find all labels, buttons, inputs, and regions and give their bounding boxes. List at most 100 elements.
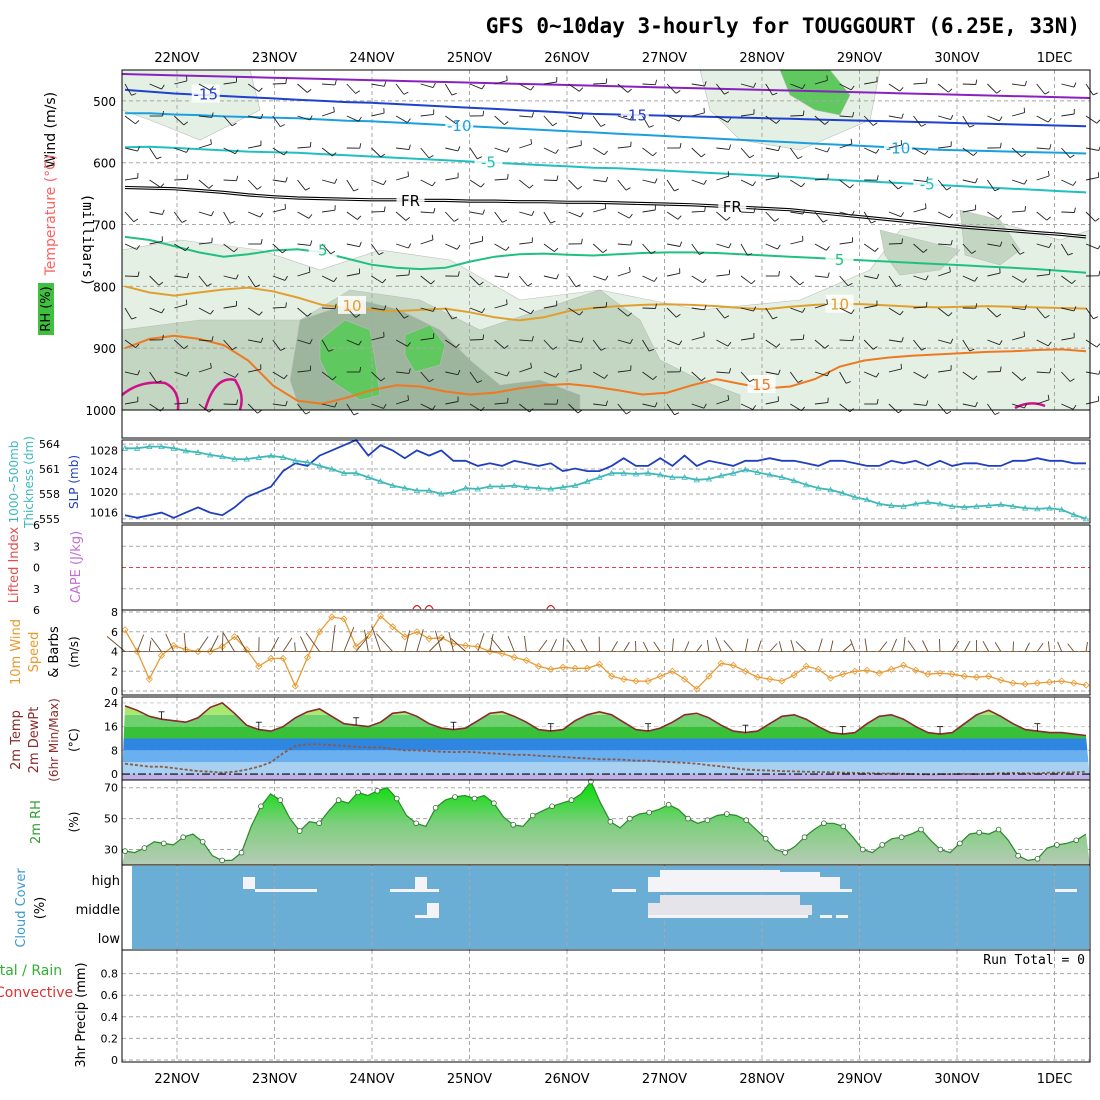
wind-barb-feather bbox=[477, 380, 483, 384]
wind-barb bbox=[593, 306, 607, 309]
slp-tick-label: 1028 bbox=[90, 444, 118, 457]
wind-barb-feather bbox=[405, 217, 410, 221]
wind-barb bbox=[962, 243, 973, 254]
wind-barb bbox=[198, 115, 212, 118]
thickness-point bbox=[997, 501, 1005, 508]
wind-barb bbox=[248, 115, 261, 120]
wind-barb-feather bbox=[1094, 217, 1100, 222]
wind-barb bbox=[297, 211, 310, 219]
wind10-barb bbox=[538, 639, 548, 652]
wind-barb-feather bbox=[704, 81, 707, 87]
wind10-barb bbox=[696, 644, 703, 652]
wind-barb bbox=[765, 147, 779, 152]
wind-barb bbox=[198, 339, 212, 342]
wind-barb-feather bbox=[452, 316, 458, 320]
day-label-bottom: 27NOV bbox=[642, 1072, 687, 1087]
temp-tick-label: 24 bbox=[104, 697, 118, 710]
wind-barb-feather bbox=[457, 271, 460, 277]
chart-title: GFS 0~10day 3-hourly for TOUGGOURT (6.25… bbox=[486, 14, 1080, 38]
wind-barb-feather bbox=[727, 171, 730, 177]
wind-barb bbox=[642, 339, 650, 352]
wind-barb bbox=[494, 303, 508, 309]
wind10-barb bbox=[642, 641, 649, 652]
thickness-point bbox=[559, 483, 567, 490]
wind-barb-feather bbox=[605, 275, 609, 281]
wind-speed-point bbox=[316, 628, 324, 636]
wind-barb-feather bbox=[630, 240, 633, 246]
wind-barb bbox=[888, 368, 902, 373]
cloud-row-label-high: high bbox=[92, 874, 120, 889]
wind-speed-point bbox=[401, 633, 409, 641]
rh2m-point bbox=[452, 794, 458, 800]
wind-barb-feather bbox=[309, 240, 313, 246]
thickness-point bbox=[267, 452, 275, 459]
wind-barb bbox=[223, 179, 237, 182]
wind-barb bbox=[814, 371, 828, 377]
wind-barb-feather bbox=[605, 302, 608, 308]
wind-barb-feather bbox=[727, 341, 732, 347]
wind-barb-feather bbox=[210, 309, 214, 315]
wind-speed-point bbox=[1021, 680, 1029, 688]
wind-barb bbox=[814, 243, 827, 251]
wind-barb-feather bbox=[704, 206, 706, 212]
wind-barb bbox=[617, 369, 631, 373]
wind-barb-feather bbox=[357, 215, 362, 220]
wind10-barb bbox=[300, 636, 308, 652]
wind-barb-feather bbox=[600, 347, 606, 351]
wind10-barb bbox=[428, 636, 445, 652]
wind-barb bbox=[962, 371, 974, 380]
wind-barb-feather bbox=[428, 378, 434, 383]
wind-barb bbox=[124, 371, 138, 376]
isotherm-line bbox=[125, 112, 1087, 155]
cloud-row-label-middle: middle bbox=[76, 903, 120, 918]
wind-barb bbox=[863, 211, 872, 224]
wind-barb bbox=[371, 179, 384, 186]
wind-barb bbox=[174, 243, 186, 252]
wind-barb-feather bbox=[186, 398, 189, 404]
wind-barb-feather bbox=[208, 184, 213, 189]
wind-barb bbox=[1061, 403, 1074, 410]
wind-barb bbox=[888, 179, 899, 190]
rh2m-point bbox=[219, 857, 225, 864]
temp-band bbox=[122, 750, 1090, 763]
wind-barb bbox=[765, 400, 779, 405]
lifted-index-label: Lifted Index bbox=[7, 526, 22, 603]
wind-barb bbox=[1061, 211, 1075, 213]
wind-barb-feather bbox=[875, 372, 880, 378]
wind-speed-point bbox=[790, 671, 798, 679]
wind-barb-feather bbox=[751, 280, 756, 285]
wind10-barb bbox=[964, 640, 971, 652]
wind-barb-feather bbox=[701, 153, 706, 158]
wind-barb-feather bbox=[901, 238, 903, 244]
wind-barb-feather bbox=[629, 266, 631, 273]
wind-barb bbox=[223, 211, 231, 224]
wind-barb-feather bbox=[137, 146, 141, 152]
wind-barb bbox=[321, 179, 335, 184]
wind-speed-point bbox=[559, 663, 567, 671]
wind-speed-point bbox=[535, 662, 543, 670]
isotherm-label: 5 bbox=[318, 241, 328, 259]
wind-barb-feather bbox=[921, 123, 927, 127]
wind-barb-feather bbox=[949, 266, 951, 272]
cloud-cell bbox=[612, 889, 636, 892]
wind-barb bbox=[1036, 339, 1049, 347]
wind-speed-point bbox=[522, 656, 530, 664]
thickness-point bbox=[1082, 515, 1090, 522]
wind-barb bbox=[198, 275, 208, 287]
wind-barb-feather bbox=[727, 118, 732, 123]
wind-barb-feather bbox=[625, 187, 631, 191]
wind-barb bbox=[765, 371, 779, 375]
wind-barb-feather bbox=[1024, 304, 1027, 310]
thickness-point bbox=[632, 470, 640, 477]
wind-barb-feather bbox=[850, 138, 853, 144]
wind-barb-feather bbox=[1024, 80, 1027, 86]
wind-barb-feather bbox=[309, 115, 313, 121]
wind-barb bbox=[1085, 147, 1099, 151]
wind-barb bbox=[247, 307, 260, 316]
wind-barb bbox=[1061, 371, 1071, 382]
wind-barb bbox=[272, 147, 285, 156]
wind-speed-point bbox=[826, 674, 835, 682]
rh2m-point bbox=[782, 849, 788, 856]
wind-barb-feather bbox=[654, 79, 658, 85]
precip-label-2: Convective bbox=[0, 985, 73, 1001]
